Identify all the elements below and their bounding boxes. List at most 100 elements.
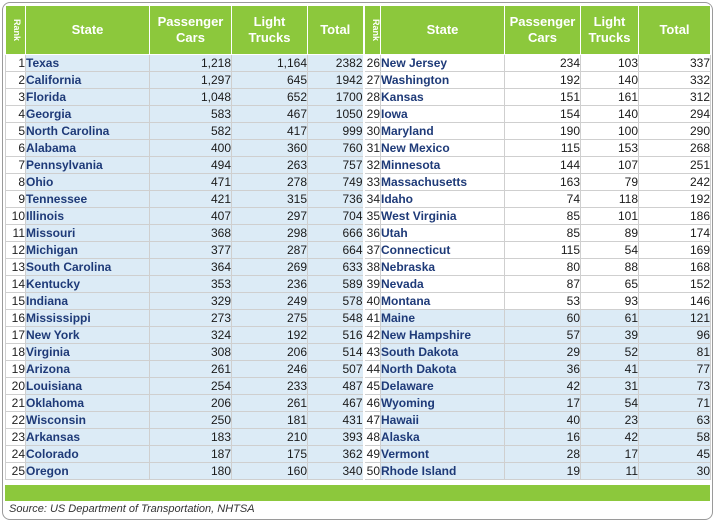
rank-cell: 18	[5, 343, 26, 361]
light-trucks-cell: 107	[580, 156, 639, 174]
light-trucks-cell: 181	[231, 411, 308, 429]
table-row: 18 Virginia 308 206 514 43 South Dakota 29 52 81	[5, 343, 711, 361]
state-cell: Kentucky	[25, 275, 150, 293]
state-header: State	[380, 5, 505, 55]
passenger-cars-cell: 261	[149, 360, 232, 378]
table-row: 7 Pennsylvania 494 263 757 32 Minnesota 144 107 2…	[5, 156, 711, 174]
total-cell: 332	[638, 71, 711, 89]
passenger-cars-cell: 250	[149, 411, 232, 429]
total-cell: 393	[307, 428, 364, 446]
passenger-cars-cell: 368	[149, 224, 232, 242]
total-cell: 516	[307, 326, 364, 344]
table-row: 5 North Carolina 582 417 999 30 Maryland 190 100…	[5, 122, 711, 140]
table-row: 20 Louisiana 254 233 487 45 Delaware 42 31 73	[5, 377, 711, 395]
passenger-cars-cell: 192	[504, 71, 581, 89]
state-header: State	[25, 5, 150, 55]
passenger-cars-cell: 582	[149, 122, 232, 140]
state-cell: Massachusetts	[380, 173, 505, 191]
rank-cell: 46	[362, 394, 381, 412]
light-trucks-cell: 275	[231, 309, 308, 327]
state-cell: Texas	[25, 54, 150, 72]
passenger-cars-cell: 1,218	[149, 54, 232, 72]
total-cell: 152	[638, 275, 711, 293]
rank-cell: 27	[362, 71, 381, 89]
rank-cell: 42	[362, 326, 381, 344]
passenger-cars-cell: 187	[149, 445, 232, 463]
state-cell: Colorado	[25, 445, 150, 463]
total-cell: 268	[638, 139, 711, 157]
total-cell: 242	[638, 173, 711, 191]
total-cell: 757	[307, 156, 364, 174]
state-cell: Connecticut	[380, 241, 505, 259]
rank-cell: 43	[362, 343, 381, 361]
total-cell: 77	[638, 360, 711, 378]
state-cell: Minnesota	[380, 156, 505, 174]
rank-cell: 24	[5, 445, 26, 463]
state-cell: Georgia	[25, 105, 150, 123]
light-trucks-cell: 236	[231, 275, 308, 293]
state-cell: Hawaii	[380, 411, 505, 429]
passenger-cars-cell: 324	[149, 326, 232, 344]
state-cell: Rhode Island	[380, 462, 505, 480]
state-cell: Tennessee	[25, 190, 150, 208]
passenger-cars-cell: 183	[149, 428, 232, 446]
light-trucks-header: Light Trucks	[231, 5, 308, 55]
passenger-cars-cell: 407	[149, 207, 232, 225]
light-trucks-cell: 101	[580, 207, 639, 225]
rank-cell: 49	[362, 445, 381, 463]
rank-cell: 29	[362, 105, 381, 123]
passenger-cars-cell: 29	[504, 343, 581, 361]
light-trucks-cell: 52	[580, 343, 639, 361]
passenger-cars-cell: 19	[504, 462, 581, 480]
total-cell: 548	[307, 309, 364, 327]
rank-cell: 6	[5, 139, 26, 157]
table-row: 1 Texas 1,218 1,164 2382 26 New Jersey 234 103 33…	[5, 54, 711, 72]
light-trucks-cell: 645	[231, 71, 308, 89]
rank-cell: 11	[5, 224, 26, 242]
light-trucks-cell: 140	[580, 105, 639, 123]
state-cell: Arizona	[25, 360, 150, 378]
light-trucks-cell: 298	[231, 224, 308, 242]
total-cell: 174	[638, 224, 711, 242]
state-cell: South Carolina	[25, 258, 150, 276]
passenger-cars-cell: 353	[149, 275, 232, 293]
total-cell: 58	[638, 428, 711, 446]
rank-cell: 34	[362, 190, 381, 208]
state-cell: Missouri	[25, 224, 150, 242]
rank-cell: 40	[362, 292, 381, 310]
passenger-cars-cell: 1,297	[149, 71, 232, 89]
passenger-cars-cell: 40	[504, 411, 581, 429]
light-trucks-header: Light Trucks	[580, 5, 639, 55]
total-cell: 45	[638, 445, 711, 463]
total-cell: 507	[307, 360, 364, 378]
total-cell: 589	[307, 275, 364, 293]
table-row: 17 New York 324 192 516 42 New Hampshire 57 39 96	[5, 326, 711, 344]
rank-cell: 37	[362, 241, 381, 259]
passenger-cars-cell: 85	[504, 224, 581, 242]
total-cell: 1942	[307, 71, 364, 89]
table-row: 13 South Carolina 364 269 633 38 Nebraska 80 88 1…	[5, 258, 711, 276]
total-cell: 71	[638, 394, 711, 412]
passenger-cars-cell: 154	[504, 105, 581, 123]
state-cell: New Mexico	[380, 139, 505, 157]
total-cell: 121	[638, 309, 711, 327]
light-trucks-cell: 160	[231, 462, 308, 480]
state-cell: Iowa	[380, 105, 505, 123]
passenger-cars-cell: 17	[504, 394, 581, 412]
table-row: 8 Ohio 471 278 749 33 Massachusetts 163 79 242	[5, 173, 711, 191]
passenger-cars-cell: 87	[504, 275, 581, 293]
rank-cell: 10	[5, 207, 26, 225]
rank-header: Rank	[362, 5, 381, 55]
passenger-cars-cell: 163	[504, 173, 581, 191]
state-cell: Oklahoma	[25, 394, 150, 412]
passenger-cars-cell: 308	[149, 343, 232, 361]
passenger-cars-cell: 471	[149, 173, 232, 191]
rank-cell: 9	[5, 190, 26, 208]
rank-cell: 2	[5, 71, 26, 89]
total-cell: 290	[638, 122, 711, 140]
passenger-cars-cell: 53	[504, 292, 581, 310]
rank-cell: 1	[5, 54, 26, 72]
table-row: 3 Florida 1,048 652 1700 28 Kansas 151 161 312	[5, 88, 711, 106]
light-trucks-cell: 417	[231, 122, 308, 140]
rank-cell: 13	[5, 258, 26, 276]
